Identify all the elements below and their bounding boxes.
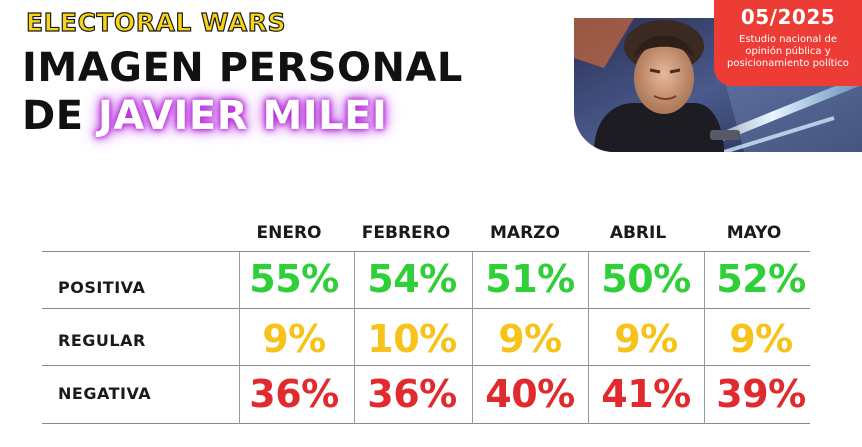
- headline: IMAGEN PERSONAL DE JAVIER MILEI: [22, 44, 463, 140]
- cell-negativa-abril: 41%: [601, 372, 691, 416]
- study-description-line: posicionamiento político: [727, 58, 849, 69]
- column-header-mayo: MAYO: [726, 223, 782, 243]
- cell-negativa-mayo: 39%: [716, 372, 806, 416]
- cell-regular-abril: 9%: [614, 317, 678, 361]
- column-divider: [472, 252, 473, 424]
- cell-negativa-marzo: 40%: [485, 372, 575, 416]
- cell-negativa-febrero: 36%: [367, 372, 457, 416]
- cell-regular-enero: 9%: [262, 317, 326, 361]
- cell-regular-febrero: 10%: [367, 317, 457, 361]
- study-description-line: Estudio nacional de: [739, 34, 837, 45]
- row-divider: [42, 308, 810, 309]
- study-description-line: opinión pública y: [745, 46, 831, 57]
- headline-name: JAVIER MILEI: [97, 93, 388, 139]
- cell-positiva-febrero: 54%: [367, 257, 457, 301]
- cell-regular-marzo: 9%: [498, 317, 562, 361]
- headline-line-2: DE JAVIER MILEI: [22, 92, 463, 140]
- table-top-rule: [42, 251, 810, 252]
- row-label-positiva: POSITIVA: [58, 278, 146, 297]
- brand-logo: ELECTORAL WARS: [25, 8, 287, 37]
- row-label-negativa: NEGATIVA: [58, 384, 152, 403]
- cell-positiva-abril: 50%: [601, 257, 691, 301]
- column-header-febrero: FEBRERO: [361, 223, 451, 243]
- cell-regular-mayo: 9%: [729, 317, 793, 361]
- cell-positiva-mayo: 52%: [716, 257, 806, 301]
- date-badge: 05/2025 Estudio nacional de opinión públ…: [714, 0, 862, 86]
- cell-negativa-enero: 36%: [249, 372, 339, 416]
- row-divider: [42, 365, 810, 366]
- column-divider: [704, 252, 705, 424]
- date-label: 05/2025: [740, 5, 836, 29]
- study-description: Estudio nacional de opinión pública y po…: [714, 34, 862, 70]
- headline-prefix: DE: [22, 93, 84, 139]
- column-divider: [239, 252, 240, 424]
- table-bottom-rule: [42, 423, 810, 424]
- column-divider: [588, 252, 589, 424]
- column-header-abril: ABRIL: [609, 223, 667, 243]
- cell-positiva-marzo: 51%: [485, 257, 575, 301]
- cell-positiva-enero: 55%: [249, 257, 339, 301]
- column-header-marzo: MARZO: [490, 223, 560, 243]
- row-label-regular: REGULAR: [58, 331, 146, 350]
- column-divider: [354, 252, 355, 424]
- column-header-enero: ENERO: [256, 223, 322, 243]
- headline-line-1: IMAGEN PERSONAL: [22, 45, 463, 91]
